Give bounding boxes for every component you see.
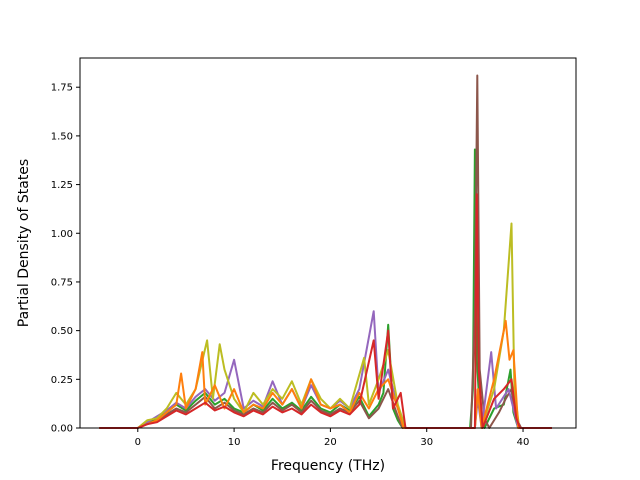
x-tick-label: 0 bbox=[135, 437, 141, 448]
y-tick-label: 1.50 bbox=[51, 131, 73, 142]
x-tick-label: 30 bbox=[420, 437, 433, 448]
x-tick-label: 10 bbox=[228, 437, 241, 448]
y-tick-label: 1.00 bbox=[51, 229, 73, 240]
y-tick-label: 0.00 bbox=[51, 424, 73, 435]
plot-frame bbox=[79, 57, 577, 429]
x-axis: 0 10 20 30 40 bbox=[135, 428, 530, 448]
x-tick-label: 40 bbox=[517, 437, 530, 448]
y-tick-label: 1.75 bbox=[51, 83, 73, 94]
series-layer bbox=[99, 74, 552, 429]
y-tick-label: 1.25 bbox=[51, 180, 73, 191]
y-axis-label: Partial Density of States bbox=[16, 159, 32, 327]
x-axis-label: Frequency (THz) bbox=[271, 458, 385, 474]
y-tick-label: 0.25 bbox=[51, 375, 73, 386]
y-axis: 0.00 0.25 0.50 0.75 1.00 1.25 1.50 1.75 bbox=[51, 83, 80, 435]
y-tick-label: 0.50 bbox=[51, 326, 73, 337]
x-tick-label: 20 bbox=[324, 437, 337, 448]
series-line-5 bbox=[99, 319, 552, 429]
y-tick-label: 0.75 bbox=[51, 277, 73, 288]
series-line-6 bbox=[99, 193, 552, 429]
